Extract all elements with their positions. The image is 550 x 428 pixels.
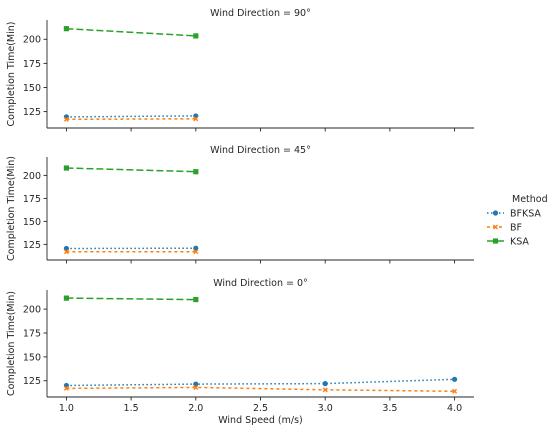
marker-bfksa [451, 376, 458, 382]
y-tick-label: 150 [23, 83, 41, 94]
marker-ksa [492, 238, 499, 244]
y-tick-label: 175 [23, 59, 41, 70]
x-tick-label: 2.5 [253, 403, 268, 414]
marker-bf [493, 224, 498, 230]
series-line-ksa [66, 27, 196, 37]
marker-ksa [193, 296, 199, 303]
y-tick-label: 125 [23, 107, 41, 118]
series-line-ksa [66, 297, 196, 301]
panel-title: Wind Direction = 0° [213, 278, 308, 289]
panel-title: Wind Direction = 45° [210, 145, 311, 156]
marker-bf [193, 249, 199, 255]
y-tick-label: 200 [23, 171, 41, 182]
y-tick-label: 125 [23, 240, 41, 251]
y-tick-label: 200 [23, 35, 41, 46]
series-line-bf [66, 118, 196, 121]
marker-bf [322, 387, 328, 393]
y-tick-label: 150 [23, 352, 41, 363]
y-tick-label: 175 [23, 194, 41, 205]
legend-label-ksa: KSA [510, 236, 529, 247]
panel-title: Wind Direction = 90° [210, 8, 311, 19]
x-tick-label: 3.0 [318, 403, 333, 414]
legend-label-bfksa: BFKSA [510, 208, 541, 219]
y-axis-label: Completion Time(Min) [6, 291, 17, 396]
marker-bf [63, 116, 69, 122]
marker-ksa [63, 165, 70, 171]
legend-label-bf: BF [510, 222, 522, 233]
y-axis-label: Completion Time(Min) [6, 22, 17, 127]
x-tick-label: 2.0 [188, 403, 203, 414]
marker-ksa [63, 295, 70, 301]
y-axis-label: Completion Time(Min) [6, 156, 17, 261]
marker-ksa [63, 26, 70, 32]
series-line-bf [66, 386, 455, 393]
x-tick-label: 1.5 [124, 403, 139, 414]
series-line-ksa [66, 167, 196, 173]
panel-1: Wind Direction = 90° 125 150 175 200 Completi… [6, 8, 474, 132]
marker-bf [193, 116, 199, 122]
marker-bf [63, 249, 69, 255]
panel-2: Wind Direction = 45° 125 150 175 200 Completi… [6, 145, 474, 264]
marker-bf [63, 385, 69, 391]
marker-bfksa [492, 210, 499, 216]
x-tick-label: 3.5 [382, 403, 397, 414]
y-tick-label: 125 [23, 376, 41, 387]
legend-title: Method [512, 194, 548, 205]
series-line-bfksa [66, 378, 455, 387]
marker-ksa [193, 33, 199, 39]
marker-bf [193, 384, 199, 390]
marker-bf [452, 388, 458, 394]
x-tick-label: 4.0 [447, 403, 462, 414]
y-tick-label: 150 [23, 217, 41, 228]
panel-3: Wind Direction = 0° 125 150 175 200 1.0 1.5 2.0… [6, 278, 474, 414]
marker-ksa [193, 169, 199, 175]
marker-bfksa [322, 381, 328, 387]
y-tick-label: 200 [23, 305, 41, 316]
y-tick-label: 175 [23, 328, 41, 339]
series-line-bfksa [66, 115, 196, 118]
x-axis-label: Wind Speed (m/s) [218, 415, 303, 426]
x-tick-label: 1.0 [59, 403, 74, 414]
